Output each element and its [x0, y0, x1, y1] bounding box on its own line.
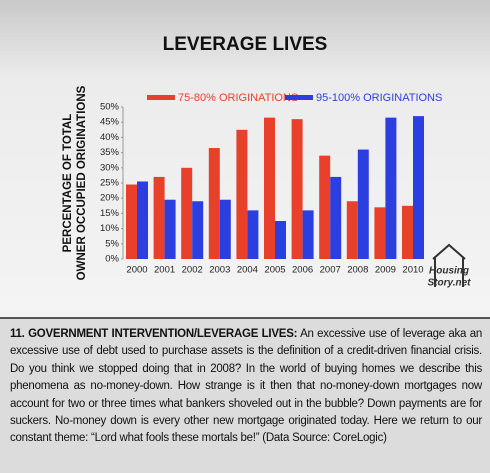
bar [330, 176, 342, 259]
x-tick-label: 2001 [154, 265, 175, 276]
caption: 11. GOVERNMENT INTERVENTION/LEVERAGE LIV… [0, 317, 490, 473]
x-tick-label: 2006 [292, 265, 313, 276]
chart-title: LEVERAGE LIVES [163, 34, 328, 55]
legend-label: 95-100% ORIGINATIONS [316, 92, 442, 104]
bar [402, 205, 413, 259]
x-tick-label: 2005 [264, 265, 285, 276]
x-tick-label: 2003 [209, 265, 230, 276]
legend-swatch [147, 95, 175, 100]
bar [192, 201, 204, 259]
bar [153, 176, 165, 259]
x-tick-label: 2008 [347, 265, 368, 276]
x-tick-label: 2007 [320, 265, 341, 276]
y-tick-label: 5% [105, 238, 119, 249]
y-tick-label: 45% [100, 117, 120, 128]
bar [291, 119, 303, 259]
y-axis-title: OWNER OCCUPIED ORIGINATIONS [76, 85, 88, 280]
y-tick-label: 40% [100, 132, 120, 143]
logo-house [432, 243, 466, 287]
y-tick-label: 0% [105, 254, 119, 265]
y-tick-label: 35% [100, 147, 120, 158]
legend-swatch [285, 95, 313, 100]
caption-heading: 11. GOVERNMENT INTERVENTION/LEVERAGE LIV… [10, 328, 298, 340]
y-tick-label: 10% [100, 223, 120, 234]
logo-text: Story.net [428, 278, 472, 289]
x-tick-label: 2004 [237, 265, 258, 276]
bar [346, 201, 358, 259]
y-tick-label: 15% [100, 208, 120, 219]
bar [137, 181, 148, 259]
y-tick-label: 20% [100, 193, 120, 204]
bar [264, 117, 275, 259]
legend-label: 75-80% ORIGINATIONS [178, 92, 298, 104]
x-tick-label: 2009 [375, 265, 396, 276]
x-tick-label: 2000 [126, 265, 147, 276]
y-tick-label: 30% [100, 162, 120, 173]
logo: Housing Story.net [428, 243, 472, 289]
bar [208, 148, 220, 259]
bar [319, 155, 331, 259]
bar [247, 210, 259, 259]
bar [275, 221, 286, 259]
bar [357, 149, 369, 259]
y-tick-label: 50% [100, 102, 120, 113]
bar [236, 129, 248, 259]
chart: LEVERAGE LIVES Housing Story.net PERCENT… [0, 0, 490, 317]
y-tick-label: 25% [100, 178, 120, 189]
bar [181, 167, 193, 259]
bar [413, 116, 424, 260]
y-axis-title: PERCENTAGE OF TOTAL [62, 114, 74, 253]
bar [126, 184, 137, 259]
x-tick-label: 2010 [402, 265, 423, 276]
bar [302, 210, 314, 259]
logo-text: Housing [429, 266, 469, 277]
bar [374, 207, 386, 259]
bar [385, 117, 397, 259]
x-tick-label: 2002 [182, 265, 203, 276]
bar [219, 199, 231, 259]
bar [164, 199, 176, 259]
caption-body: An excessive use of leverage aka an exce… [10, 328, 482, 445]
